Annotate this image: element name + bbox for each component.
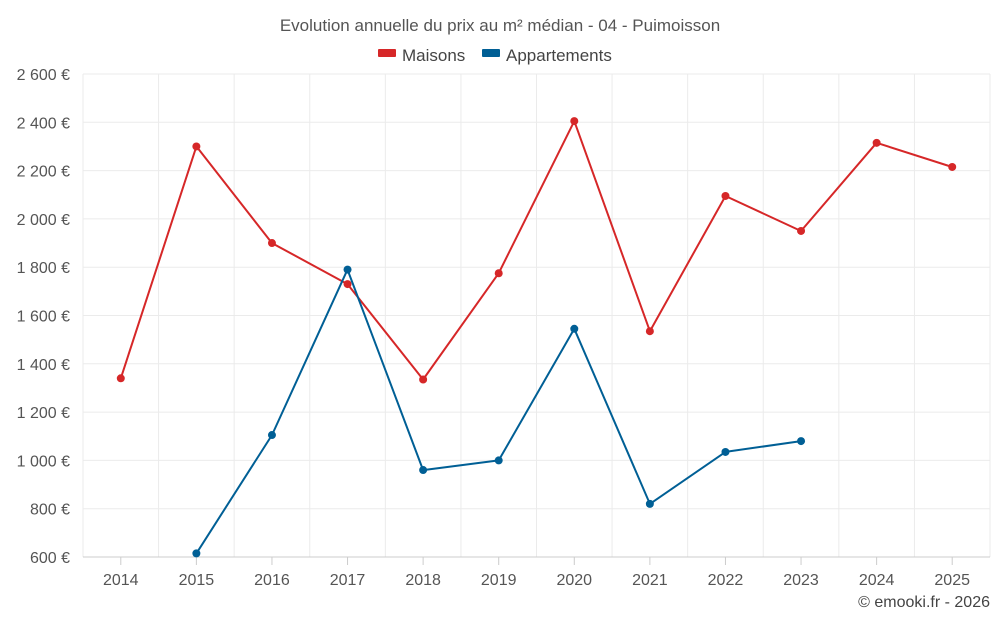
data-point-appartements[interactable] [343,265,352,274]
legend-item-appartements[interactable]: Appartements [482,46,612,65]
x-axis-ticks: 2014 2015 2016 2017 2018 2019 2020 2021 2022 2023… [103,557,970,589]
copyright-notice: © emooki.fr - 2026 [858,594,990,611]
x-tick-label: 2018 [405,572,441,589]
data-point-maisons[interactable] [872,138,881,147]
y-tick-label: 1 000 € [17,453,70,470]
y-axis-ticks: 600 € 800 € 1 000 € 1 200 € 1 400 € 1 600 € 1 … [17,67,70,567]
grid-lines [82,73,991,558]
y-tick-label: 600 € [30,550,70,567]
x-tick-label: 2022 [708,572,744,589]
x-tick-label: 2016 [254,572,290,589]
legend-label-appartements: Appartements [506,46,612,65]
series-lines [116,117,957,558]
data-point-appartements[interactable] [721,447,730,456]
data-point-maisons[interactable] [192,142,201,151]
chart-legend: Maisons Appartements [378,46,612,65]
data-point-maisons[interactable] [267,239,276,248]
y-tick-label: 1 200 € [17,405,70,422]
y-tick-label: 2 200 € [17,164,70,181]
data-point-appartements[interactable] [192,549,201,558]
y-tick-label: 1 800 € [17,260,70,277]
y-tick-label: 800 € [30,502,70,519]
legend-label-maisons: Maisons [402,46,465,65]
data-point-appartements[interactable] [419,466,428,475]
chart-title: Evolution annuelle du prix au m² médian … [280,16,720,35]
x-tick-label: 2014 [103,572,139,589]
x-tick-label: 2020 [556,572,592,589]
data-point-maisons[interactable] [721,191,730,200]
data-point-appartements[interactable] [570,324,579,333]
x-tick-label: 2024 [859,572,895,589]
y-tick-label: 2 600 € [17,67,70,84]
data-point-maisons[interactable] [419,375,428,384]
legend-swatch-appartements [482,49,500,57]
data-point-appartements[interactable] [267,431,276,440]
y-tick-label: 1 400 € [17,357,70,374]
x-tick-label: 2023 [783,572,819,589]
data-point-appartements[interactable] [797,437,806,446]
x-tick-label: 2021 [632,572,668,589]
legend-swatch-maisons [378,49,396,57]
y-tick-label: 2 000 € [17,212,70,229]
data-point-maisons[interactable] [797,226,806,235]
data-point-maisons[interactable] [494,269,503,278]
x-tick-label: 2015 [179,572,215,589]
x-tick-label: 2019 [481,572,517,589]
x-tick-label: 2017 [330,572,366,589]
data-point-appartements[interactable] [494,456,503,465]
data-point-maisons[interactable] [570,117,579,126]
series-line-maisons [119,120,953,381]
data-point-appartements[interactable] [645,499,654,508]
legend-item-maisons[interactable]: Maisons [378,46,465,65]
data-point-maisons[interactable] [948,162,957,171]
data-point-maisons[interactable] [645,327,654,336]
series-line-appartements [195,268,802,554]
x-tick-label: 2025 [934,572,970,589]
y-tick-label: 1 600 € [17,309,70,326]
y-tick-label: 2 400 € [17,115,70,132]
data-point-maisons[interactable] [343,280,352,289]
data-point-maisons[interactable] [116,374,125,383]
